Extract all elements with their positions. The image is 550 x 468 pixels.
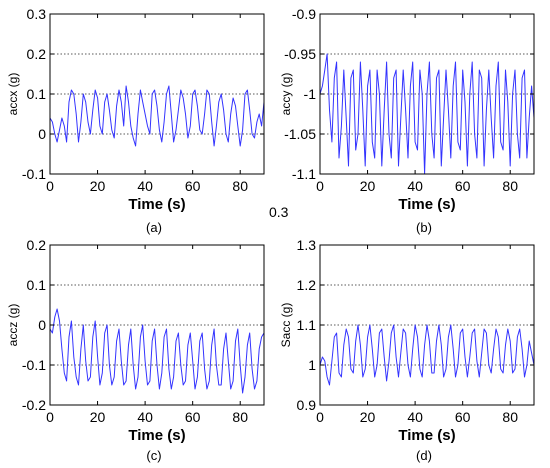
y-tick-label: 0.9 [297, 397, 317, 413]
y-tick-label: -1.05 [284, 126, 316, 142]
y-tick-label: 1.2 [297, 277, 317, 293]
y-tick-label: -0.9 [292, 6, 316, 22]
x-tick-label: 20 [360, 409, 376, 425]
x-tick-label: 40 [137, 409, 153, 425]
chart-panel-c: -0.2 -0.1 0 0.1 0.2 0 20 40 60 80 Time (s) accz (g)… [6, 237, 265, 463]
x-tick-label: 0 [46, 409, 54, 425]
x-tick-label: 0 [316, 178, 324, 194]
y-tick-label: -0.1 [22, 166, 46, 182]
y-tick-label: 1.1 [297, 317, 317, 333]
x-tick-label: 60 [455, 409, 471, 425]
x-tick-label: 60 [455, 178, 471, 194]
y-axis-label: accz (g) [6, 304, 20, 347]
y-tick-label: 0.1 [27, 277, 47, 293]
y-tick-label: 0.1 [27, 86, 47, 102]
panel-caption: (a) [146, 220, 162, 235]
y-axis-label: Sacc (g) [279, 303, 293, 348]
x-tick-label: 20 [90, 409, 106, 425]
stray-label: 0.3 [269, 204, 289, 220]
x-axis-label: Time (s) [128, 427, 185, 444]
data-line [319, 324, 535, 386]
chart-panel-d: 0.9 1 1.1 1.2 1.3 0 20 40 60 80 Time (s) Sacc (g) (d… [279, 237, 535, 463]
y-tick-label: -0.95 [284, 46, 316, 62]
y-tick-label: 1.3 [297, 237, 317, 253]
x-axis-label: Time (s) [398, 196, 455, 213]
y-axis-label: accy (g) [279, 73, 293, 116]
x-axis-label: Time (s) [128, 196, 185, 213]
y-tick-label: -0.2 [22, 397, 46, 413]
x-axis-label: Time (s) [398, 427, 455, 444]
x-tick-label: 0 [46, 178, 54, 194]
chart-panel-b: -1.1 -1.05 -1 -0.95 -0.9 0 20 40 60 80 Time (s) acc… [279, 6, 535, 235]
y-tick-label: -1 [304, 86, 317, 102]
panel-caption: (b) [416, 220, 432, 235]
y-tick-label: 0 [38, 317, 46, 333]
y-tick-label: 0.2 [27, 237, 47, 253]
x-tick-label: 80 [502, 178, 518, 194]
x-tick-label: 60 [185, 409, 201, 425]
y-tick-label: -1.1 [292, 166, 316, 182]
y-tick-label: 1 [308, 357, 316, 373]
x-tick-label: 40 [407, 409, 423, 425]
y-tick-label: -0.1 [22, 357, 46, 373]
x-tick-label: 20 [90, 178, 106, 194]
x-tick-label: 80 [502, 409, 518, 425]
x-tick-label: 40 [407, 178, 423, 194]
y-axis-label: accx (g) [6, 73, 20, 116]
data-line [49, 85, 265, 147]
x-tick-label: 60 [185, 178, 201, 194]
y-tick-label: 0 [38, 126, 46, 142]
panel-caption: (c) [146, 448, 161, 463]
data-line [319, 53, 535, 175]
data-line [49, 308, 265, 394]
x-tick-label: 80 [232, 178, 248, 194]
x-tick-label: 80 [232, 409, 248, 425]
x-tick-label: 20 [360, 178, 376, 194]
panel-caption: (d) [416, 448, 432, 463]
y-tick-label: 0.2 [27, 46, 47, 62]
x-tick-label: 0 [316, 409, 324, 425]
y-tick-label: 0.3 [27, 6, 47, 22]
x-tick-label: 40 [137, 178, 153, 194]
